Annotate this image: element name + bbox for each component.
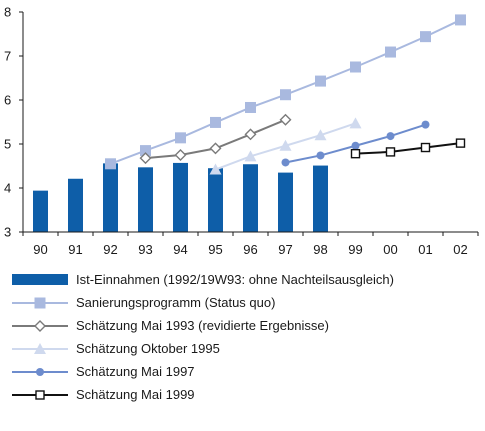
x-tick-label: 91 (68, 242, 82, 257)
data-point (385, 46, 396, 58)
data-point (105, 158, 116, 170)
legend-item: Schätzung Mai 1993 (revidierte Ergebniss… (12, 314, 482, 337)
legend-swatch (12, 297, 68, 309)
data-point (316, 151, 325, 160)
legend-item: Sanierungsprogramm (Status quo) (12, 291, 482, 314)
x-tick-label: 97 (278, 242, 292, 257)
x-tick-label: 96 (243, 242, 257, 257)
legend-label: Schätzung Oktober 1995 (76, 341, 220, 356)
data-point (280, 89, 291, 101)
bar (68, 178, 83, 232)
x-tick-label: 00 (383, 242, 397, 257)
bar (173, 162, 188, 232)
data-point (386, 132, 395, 141)
legend-swatch (12, 274, 68, 285)
legend: Ist-Einnahmen (1992/19W93: ohne Nachteil… (12, 268, 482, 406)
data-point (244, 150, 257, 162)
legend-swatch (12, 390, 68, 400)
data-point (350, 148, 361, 159)
legend-bar-swatch (12, 274, 68, 285)
x-tick-label: 99 (348, 242, 362, 257)
data-point (209, 163, 222, 175)
x-tick-label: 94 (173, 242, 187, 257)
x-tick-label: 93 (138, 242, 152, 257)
chart: 3 4 5 6 7 8 90 91 92 93 94 95 96 97 98 99 00 01 02 (4, 5, 479, 257)
data-point (281, 158, 290, 167)
bar-series (33, 162, 328, 232)
legend-swatch (12, 343, 68, 354)
series-line (355, 142, 461, 155)
x-tick-label: 95 (208, 242, 222, 257)
data-point (455, 14, 466, 26)
legend-label: Schätzung Mai 1999 (76, 387, 195, 402)
data-point (350, 61, 361, 73)
legend-marker (35, 390, 45, 400)
legend-marker (34, 320, 46, 332)
legend-marker (36, 368, 44, 376)
data-point (279, 139, 292, 151)
data-point (139, 152, 152, 165)
line-series (105, 14, 466, 175)
y-tick-label: 8 (4, 5, 11, 20)
legend-item: Schätzung Oktober 1995 (12, 337, 482, 360)
legend-label: Ist-Einnahmen (1992/19W93: ohne Nachteil… (76, 272, 394, 287)
data-point (279, 113, 292, 126)
data-point (314, 129, 327, 141)
x-tick-label: 92 (103, 242, 117, 257)
data-point (420, 31, 431, 43)
data-point (351, 141, 360, 150)
data-point (209, 142, 222, 155)
y-tick-label: 4 (4, 181, 11, 196)
data-point (245, 101, 256, 113)
y-tick-label: 3 (4, 225, 11, 240)
data-point (315, 75, 326, 87)
legend-label: Sanierungsprogramm (Status quo) (76, 295, 276, 310)
bar (243, 164, 258, 232)
legend-marker (34, 343, 46, 354)
y-tick-label: 5 (4, 137, 11, 152)
data-point (174, 149, 187, 161)
legend-swatch (12, 320, 68, 332)
y-tick-label: 7 (4, 49, 11, 64)
legend-marker (34, 297, 46, 309)
data-point (175, 132, 186, 144)
bar (138, 167, 153, 232)
bar (278, 172, 293, 232)
legend-label: Schätzung Mai 1993 (revidierte Ergebniss… (76, 318, 329, 333)
data-point (210, 116, 221, 128)
data-point (421, 120, 430, 129)
y-tick-label: 6 (4, 93, 11, 108)
data-point (349, 117, 362, 129)
bar (208, 168, 223, 232)
data-point (420, 142, 431, 153)
x-tick-label: 98 (313, 242, 327, 257)
bar (33, 190, 48, 232)
data-point (140, 145, 151, 157)
legend-label: Schätzung Mai 1997 (76, 364, 195, 379)
bar (103, 163, 118, 232)
x-tick-label: 90 (33, 242, 47, 257)
legend-item: Schätzung Mai 1999 (12, 383, 482, 406)
data-point (244, 128, 257, 141)
bar (313, 165, 328, 232)
data-point (385, 147, 396, 157)
legend-item: Ist-Einnahmen (1992/19W93: ohne Nachteil… (12, 268, 482, 291)
legend-item: Schätzung Mai 1997 (12, 360, 482, 383)
axes: 3 4 5 6 7 8 90 91 92 93 94 95 96 97 98 99 00 01 02 (4, 5, 479, 257)
x-tick-label: 01 (418, 242, 432, 257)
x-tick-label: 02 (453, 242, 467, 257)
data-point (455, 138, 466, 148)
legend-swatch (12, 368, 68, 376)
